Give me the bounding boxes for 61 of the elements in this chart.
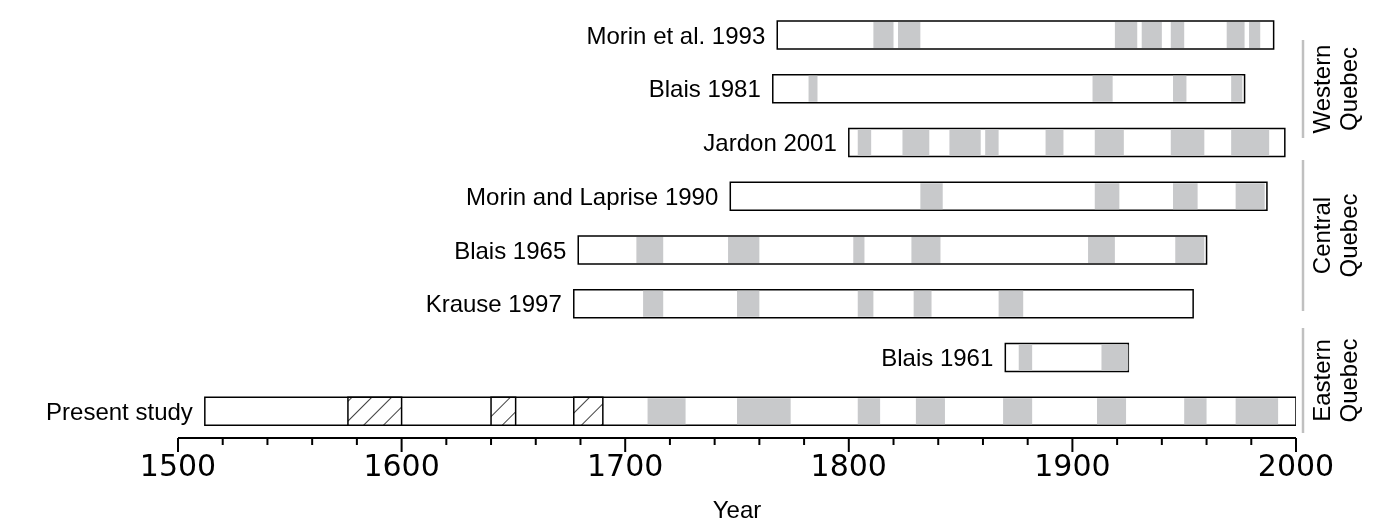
bar [857, 290, 874, 317]
bar [1094, 183, 1120, 210]
bar [915, 398, 945, 425]
y-tick-label: Blais 1961 [881, 344, 994, 372]
bar [1094, 129, 1124, 156]
bar [1235, 183, 1265, 210]
bar [737, 290, 760, 317]
bar [647, 398, 686, 425]
text: Western Quebec [1308, 44, 1362, 134]
x-axis-title: Year [712, 496, 762, 522]
bar [897, 22, 921, 48]
bar [1175, 237, 1205, 263]
bar [920, 183, 943, 210]
bar [1114, 22, 1138, 48]
bar [913, 290, 932, 317]
y-tick-label: Krause 1997 [425, 290, 562, 318]
bar [1045, 129, 1064, 156]
bar [853, 237, 865, 263]
bar [728, 237, 760, 263]
bar [857, 398, 881, 425]
bar [1088, 237, 1115, 263]
x-tick-label: 1800 [810, 448, 887, 483]
x-tick-label: 1600 [363, 448, 440, 483]
bar [643, 290, 664, 317]
text: Eastern Quebec [1308, 338, 1362, 423]
bar [1231, 75, 1243, 102]
x-tick-label: 1900 [1034, 448, 1111, 483]
bar [1097, 398, 1127, 425]
bar [1173, 75, 1187, 102]
y-tick-label: Present study [46, 397, 193, 425]
bar [1170, 22, 1185, 48]
bar [1249, 22, 1261, 48]
bar [1092, 75, 1113, 102]
y-tick-label: Blais 1981 [648, 75, 761, 103]
bar [1170, 129, 1205, 156]
bar [949, 129, 981, 156]
bar [1226, 22, 1245, 48]
bar [902, 129, 930, 156]
text: Central Quebec [1308, 193, 1362, 278]
bar [857, 129, 872, 156]
y-tick-label: Morin et al. 1993 [586, 21, 766, 49]
bar [998, 290, 1024, 317]
bar [985, 129, 999, 156]
bar [636, 237, 664, 263]
x-tick-label: 2000 [1257, 448, 1335, 483]
y-tick-label: Jardon 2001 [703, 129, 837, 157]
bar [1003, 398, 1033, 425]
x-tick-label: 1700 [587, 448, 664, 483]
bar [1141, 22, 1162, 48]
bar [1231, 129, 1270, 156]
bar [911, 237, 941, 263]
bar [1173, 183, 1198, 210]
bar [1184, 398, 1207, 425]
bar [1235, 398, 1279, 425]
x-tick-label: 1500 [139, 448, 217, 483]
bar [873, 22, 894, 48]
y-tick-label: Blais 1965 [454, 236, 567, 264]
bar [1101, 344, 1129, 371]
bar [737, 398, 791, 425]
y-tick-label: Morin and Laprise 1990 [466, 182, 719, 210]
bar [1018, 344, 1033, 371]
